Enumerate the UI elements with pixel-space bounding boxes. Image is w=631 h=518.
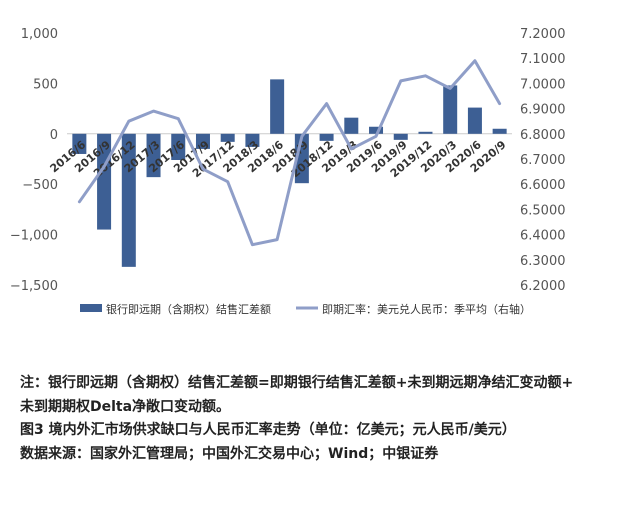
right-axis-tick-label: 6.4000 xyxy=(520,229,566,244)
bar xyxy=(245,133,260,147)
source-line: 数据来源：国家外汇管理局；中国外汇交易中心；Wind；中银证券 xyxy=(20,445,439,462)
legend-bar-label: 银行即远期（含期权）结售汇差额 xyxy=(106,302,271,316)
note-line-2: 未到期期权Delta净敞口变动额。 xyxy=(20,398,231,415)
bar xyxy=(319,133,334,141)
bar xyxy=(393,133,408,140)
left-axis-tick-label: 500 xyxy=(33,77,58,92)
bar xyxy=(72,133,87,154)
right-axis-tick-label: 7.1000 xyxy=(520,52,566,67)
right-axis-tick-label: 6.6000 xyxy=(520,178,566,193)
legend-bar-swatch xyxy=(80,304,102,312)
bar xyxy=(195,133,210,149)
bar xyxy=(171,133,186,161)
right-axis-tick-label: 7.2000 xyxy=(520,27,566,42)
note-line-1: 注：银行即远期（含期权）结售汇差额=即期银行结售汇差额+未到期远期净结汇变动额+ xyxy=(20,375,574,391)
left-axis-tick-label: −1,000 xyxy=(10,229,58,244)
bar xyxy=(270,79,285,134)
bar xyxy=(220,133,235,142)
right-axis-tick-label: 6.2000 xyxy=(520,279,566,294)
figure-caption: 图3 境内外汇市场供求缺口与人民币汇率走势（单位：亿美元；元人民币/美元） xyxy=(20,422,516,438)
bar xyxy=(369,126,384,134)
right-axis-tick-label: 6.5000 xyxy=(520,203,566,218)
bar xyxy=(418,131,433,134)
left-axis: 1,000 500 0 −500 −1,000 −1,500 xyxy=(10,27,58,294)
notes: 注：银行即远期（含期权）结售汇差额=即期银行结售汇差额+未到期远期净结汇变动额+… xyxy=(20,372,620,466)
bar xyxy=(121,133,136,267)
right-axis: 7.2000 7.1000 7.0000 6.9000 6.8000 6.7000 6.60… xyxy=(520,27,566,294)
left-axis-tick-label: 1,000 xyxy=(21,27,58,42)
bar xyxy=(492,128,507,134)
right-axis-tick-label: 6.9000 xyxy=(520,103,566,118)
legend: 银行即远期（含期权）结售汇差额 即期汇率：美元兑人民币：季平均（右轴） xyxy=(80,302,531,316)
right-axis-tick-label: 7.0000 xyxy=(520,77,566,92)
bar-series xyxy=(72,79,507,267)
bar xyxy=(344,117,359,134)
right-axis-tick-label: 6.7000 xyxy=(520,153,566,168)
bar xyxy=(443,85,458,134)
left-axis-tick-label: −500 xyxy=(22,178,58,193)
left-axis-tick-label: −1,500 xyxy=(10,279,58,294)
right-axis-tick-label: 6.3000 xyxy=(520,254,566,269)
bar xyxy=(146,133,161,178)
rate-line xyxy=(77,59,502,247)
right-axis-tick-label: 6.8000 xyxy=(520,128,566,143)
bar xyxy=(467,107,482,134)
legend-line-label: 即期汇率：美元兑人民币：季平均（右轴） xyxy=(322,302,531,316)
left-axis-tick-label: 0 xyxy=(50,128,58,143)
